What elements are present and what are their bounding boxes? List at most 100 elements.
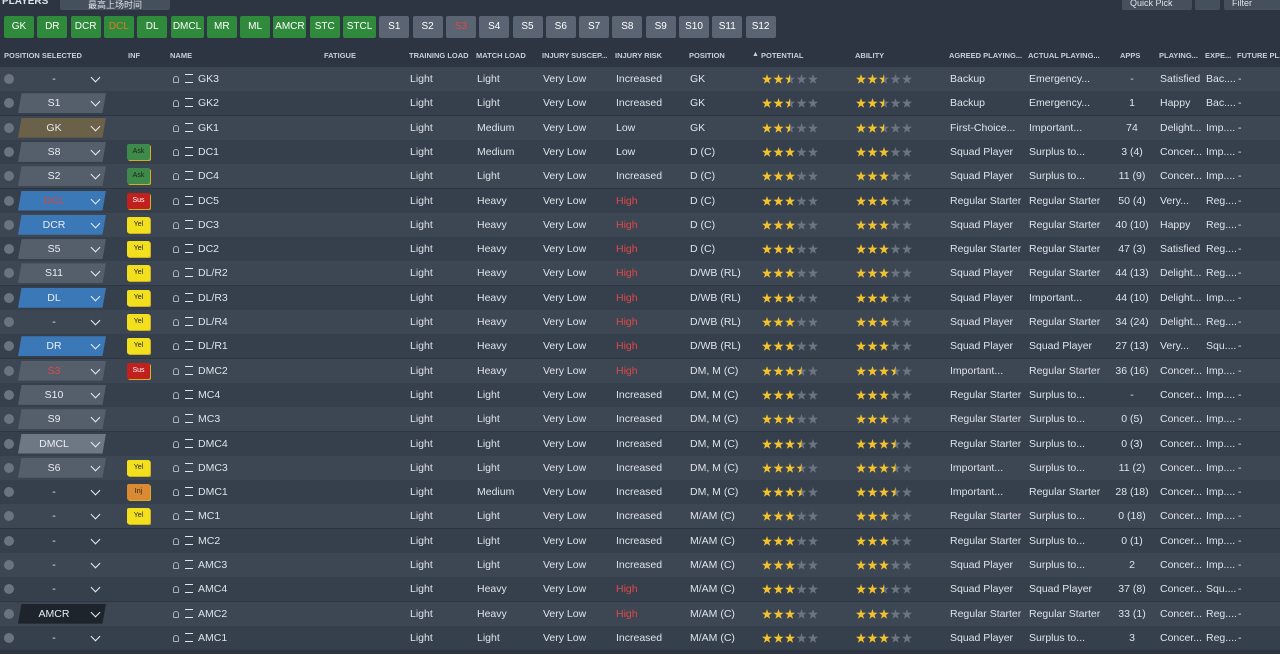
- cell-text: Delight...: [1160, 316, 1202, 328]
- cell-text: GK: [690, 73, 706, 85]
- table-row[interactable]: S6 Yel DMC3 Light Light Very Low Increased DM, …: [0, 455, 1280, 480]
- table-row[interactable]: S10 MC4 Light Light Very Low Increased DM, M (…: [0, 382, 1280, 407]
- position-selector[interactable]: S10: [18, 384, 106, 405]
- table-row[interactable]: - Inj DMC1 Light Medium Very Low Increased DM, …: [0, 480, 1280, 505]
- position-button[interactable]: S3: [445, 16, 476, 38]
- position-selected: S10: [44, 388, 64, 401]
- position-button[interactable]: S4: [479, 16, 510, 38]
- position-button[interactable]: DCL: [103, 16, 134, 38]
- table-row[interactable]: S1 GK2 Light Light Very Low Increased GK Backup…: [0, 91, 1280, 116]
- position-selector[interactable]: S1: [18, 93, 106, 114]
- position-button[interactable]: STC: [309, 16, 340, 38]
- position-selector[interactable]: S2: [18, 166, 106, 187]
- table-row[interactable]: DCL Sus DC5 Light Heavy Very Low High D (C) Regu…: [0, 188, 1280, 213]
- position-selector[interactable]: DL: [18, 287, 106, 308]
- position-button[interactable]: ML: [240, 16, 271, 38]
- position-selector[interactable]: S11: [18, 263, 106, 284]
- table-row[interactable]: - AMC1 Light Light Very Low Increased M/AM (C)…: [0, 625, 1280, 650]
- position-selector[interactable]: S3: [18, 360, 106, 381]
- position-button[interactable]: AMCR: [273, 16, 307, 38]
- position-button[interactable]: STCL: [343, 16, 376, 38]
- position-button[interactable]: S12: [745, 16, 776, 38]
- position-selector[interactable]: S8: [18, 141, 106, 162]
- filter-button[interactable]: Filter: [1224, 0, 1280, 10]
- position-selector[interactable]: -: [18, 506, 106, 526]
- info-badge-label: Yel: [133, 293, 144, 301]
- table-row[interactable]: S8 Ask DC1 Light Medium Very Low Low D (C) Squad…: [0, 139, 1280, 164]
- position-button[interactable]: GK: [4, 16, 34, 38]
- role-icon: [185, 438, 193, 448]
- position-button[interactable]: S5: [512, 16, 543, 38]
- position-button[interactable]: DCR: [70, 16, 101, 38]
- quick-pick-button[interactable]: Quick Pick: [1122, 0, 1192, 10]
- cell-text: Reg....: [1206, 218, 1237, 231]
- star: [867, 608, 878, 619]
- quick-pick-arrow[interactable]: [1195, 0, 1220, 10]
- position-button[interactable]: S6: [545, 16, 576, 38]
- star: [808, 195, 818, 206]
- table-row[interactable]: - AMC3 Light Light Very Low Increased M/AM (C)…: [0, 553, 1280, 577]
- position-button[interactable]: S11: [712, 16, 743, 38]
- position-selector[interactable]: -: [18, 579, 106, 599]
- dropdown-chevron: [90, 558, 101, 569]
- cell-text: 1: [1129, 97, 1135, 110]
- table-row[interactable]: S2 Ask DC4 Light Light Very Low Increased D (C)…: [0, 164, 1280, 189]
- star: [902, 98, 912, 109]
- cell-text: Concer...: [1160, 461, 1203, 474]
- view-dropdown[interactable]: 最高上场时间: [60, 0, 170, 10]
- info-badge-label: Yel: [133, 318, 144, 325]
- position-button[interactable]: S7: [579, 16, 610, 38]
- table-row[interactable]: S5 Yel DC2 Light Heavy Very Low High D (C) Regul…: [0, 237, 1280, 262]
- role-icon: [185, 268, 193, 278]
- position-selector[interactable]: -: [18, 555, 106, 575]
- table-row[interactable]: S11 Yel DL/R2 Light Heavy Very Low High D/WB (R…: [0, 261, 1280, 286]
- position-selector[interactable]: DR: [18, 336, 106, 357]
- position-selector[interactable]: -: [18, 531, 106, 551]
- table-row[interactable]: S3 Sus DMC2 Light Heavy Very Low High DM, M (C)…: [0, 358, 1280, 383]
- table-row[interactable]: GK GK1 Light Medium Very Low Low GK First-Choic…: [0, 115, 1280, 140]
- position-button[interactable]: S9: [645, 16, 676, 38]
- table-row[interactable]: AMCR AMC2 Light Heavy Very Low High M/AM (C) Re…: [0, 601, 1280, 626]
- table-row[interactable]: - GK3 Light Light Very Low Increased GK Backup E…: [0, 67, 1280, 91]
- table-row[interactable]: DL Yel DL/R3 Light Heavy Very Low High D/WB (RL…: [0, 285, 1280, 310]
- position-selector[interactable]: S6: [18, 457, 106, 478]
- cell-text: Light: [410, 364, 433, 377]
- position-button[interactable]: DL: [137, 16, 168, 38]
- position-button[interactable]: S1: [379, 16, 410, 38]
- star: [785, 438, 795, 449]
- position-button[interactable]: DMCL: [170, 16, 204, 38]
- table-row[interactable]: - AMC4 Light Heavy Very Low High M/AM (C) Squad…: [0, 577, 1280, 602]
- position-selector[interactable]: DMCL: [18, 433, 106, 454]
- position-button[interactable]: S8: [612, 16, 643, 38]
- star: [856, 268, 866, 279]
- star-rating: [762, 462, 818, 473]
- star: [762, 74, 772, 84]
- table-row[interactable]: DMCL DMC4 Light Light Very Low Increased DM, M…: [0, 431, 1280, 456]
- info-badge-label: Yel: [133, 220, 144, 228]
- table-row[interactable]: - MC2 Light Light Very Low Increased M/AM (C) R…: [0, 528, 1280, 553]
- cell-text: 47 (3): [1118, 243, 1146, 256]
- info-badge: Ask: [127, 168, 150, 185]
- position-selector[interactable]: S9: [18, 409, 106, 430]
- position-selector[interactable]: AMCR: [18, 603, 106, 624]
- table-row[interactable]: - Yel MC1 Light Light Very Low Increased M/AM (…: [0, 504, 1280, 529]
- cell-text: Surplus to...: [1029, 461, 1086, 474]
- star: [762, 560, 772, 570]
- position-button[interactable]: DR: [37, 16, 68, 38]
- star: [902, 146, 912, 157]
- table-row[interactable]: DR Yel DL/R1 Light Heavy Very Low High D/WB (RL…: [0, 334, 1280, 359]
- position-selector[interactable]: GK: [18, 117, 106, 138]
- position-selector[interactable]: DCR: [18, 214, 106, 235]
- position-button[interactable]: S10: [679, 16, 709, 38]
- position-button[interactable]: MR: [206, 16, 237, 38]
- table-row[interactable]: DCR Yel DC3 Light Heavy Very Low High D (C) Squa…: [0, 212, 1280, 237]
- table-row[interactable]: S9 MC3 Light Light Very Low Increased DM, M (C…: [0, 407, 1280, 432]
- position-selector[interactable]: -: [18, 482, 106, 502]
- position-selector[interactable]: -: [18, 312, 106, 332]
- table-row[interactable]: - Yel DL/R4 Light Heavy Very Low High D/WB (RL)…: [0, 310, 1280, 334]
- position-selector[interactable]: DCL: [18, 190, 106, 211]
- position-selector[interactable]: -: [18, 69, 106, 89]
- position-selector[interactable]: -: [18, 628, 106, 648]
- position-selector[interactable]: S5: [18, 239, 106, 260]
- position-button[interactable]: S2: [412, 16, 443, 38]
